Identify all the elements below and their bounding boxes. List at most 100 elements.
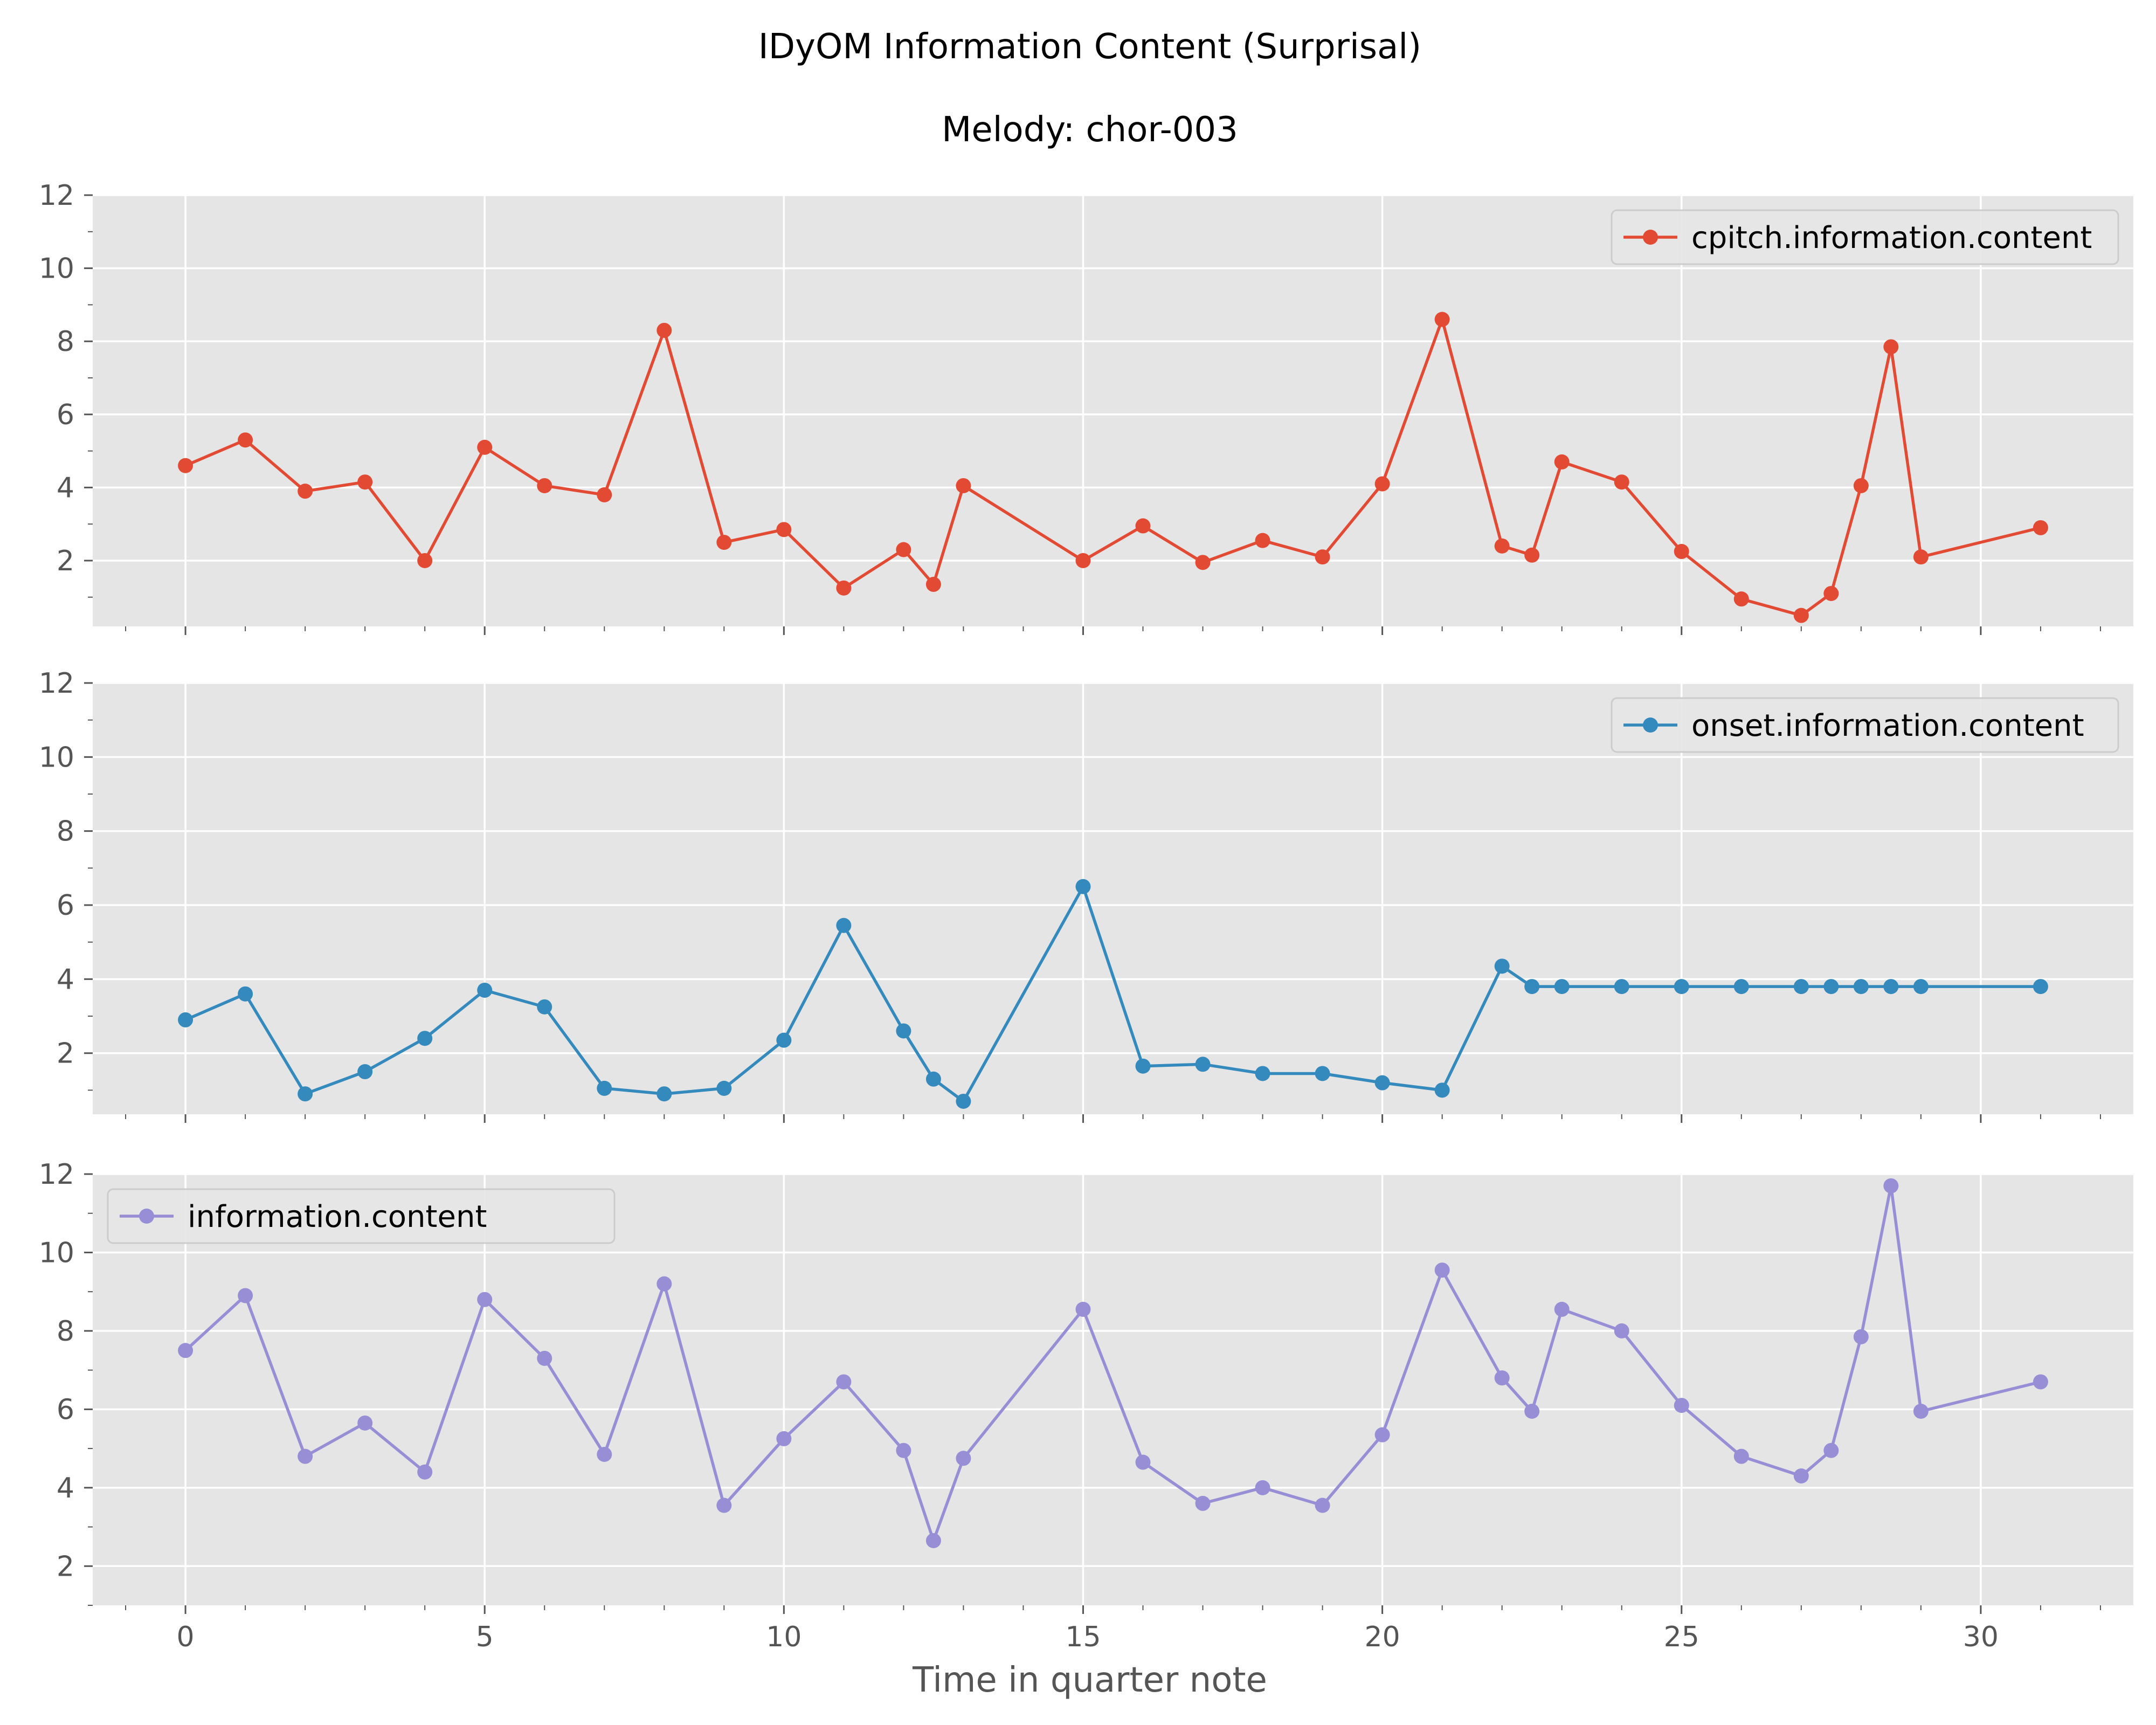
figure-suptitle: IDyOM Information Content (Surprisal): [758, 27, 1421, 67]
data-point: [178, 1012, 194, 1027]
y-tick-label: 4: [57, 472, 74, 504]
data-point: [1075, 1301, 1091, 1317]
data-point: [1883, 979, 1899, 995]
data-point: [1315, 1498, 1330, 1513]
data-point: [776, 1431, 792, 1446]
data-point: [1793, 1468, 1809, 1484]
data-point: [1374, 476, 1390, 492]
data-point: [597, 1447, 612, 1462]
y-tick-label: 4: [57, 1472, 74, 1505]
data-point: [417, 1464, 433, 1480]
y-tick-label: 8: [57, 816, 74, 848]
data-point: [1524, 1404, 1540, 1419]
data-point: [1255, 1066, 1270, 1081]
data-point: [537, 478, 552, 493]
x-tick-label: 25: [1664, 1621, 1699, 1653]
data-point: [1554, 1301, 1570, 1317]
data-point: [1883, 1178, 1899, 1193]
data-point: [956, 1093, 971, 1109]
data-point: [597, 1080, 612, 1096]
data-point: [896, 1443, 911, 1458]
data-point: [1913, 979, 1929, 995]
data-point: [1374, 1427, 1390, 1443]
data-point: [238, 986, 253, 1002]
data-point: [238, 432, 253, 448]
legend-marker: [1643, 717, 1658, 733]
legend-marker: [139, 1209, 154, 1224]
data-point: [1853, 979, 1869, 995]
data-point: [1614, 474, 1629, 490]
legend-marker: [1643, 230, 1658, 245]
data-point: [477, 982, 493, 998]
data-point: [1494, 1370, 1510, 1386]
data-point: [1733, 591, 1749, 607]
data-point: [925, 1071, 941, 1087]
data-point: [836, 580, 852, 596]
data-point: [1135, 1454, 1151, 1470]
data-point: [1883, 339, 1899, 355]
data-point: [1674, 979, 1689, 995]
data-point: [1823, 585, 1839, 601]
y-tick-label: 2: [57, 1550, 74, 1583]
data-point: [1315, 1066, 1330, 1081]
y-tick-label: 12: [39, 180, 74, 212]
data-point: [1434, 312, 1450, 327]
data-point: [298, 1086, 313, 1102]
data-point: [1195, 1057, 1211, 1072]
series-line: [185, 885, 2041, 1103]
panel-cpitch: 2 4 6 8 10 12 cpitch.information.content: [39, 180, 2133, 635]
data-point: [1524, 979, 1540, 995]
data-point: [657, 1086, 672, 1102]
data-point: [716, 535, 732, 550]
x-tick-label: 0: [177, 1621, 195, 1653]
panel-information-content: 2 4 6 8 10 12 0 5 10 15 20 25 30 information.content: [39, 1158, 2133, 1653]
data-point: [956, 1451, 971, 1466]
data-point: [896, 1023, 911, 1039]
legend-box: [107, 1188, 616, 1244]
data-point: [1554, 979, 1570, 995]
data-point: [836, 1374, 852, 1390]
data-point: [1853, 478, 1869, 493]
data-point: [896, 542, 911, 557]
data-point: [1853, 1329, 1869, 1344]
x-tick-label: 15: [1065, 1621, 1101, 1653]
series-line: [185, 318, 2041, 617]
legend-box: [1611, 697, 2119, 753]
data-point: [1135, 1058, 1151, 1074]
data-point: [1434, 1082, 1450, 1098]
data-point: [417, 553, 433, 568]
data-point: [1913, 549, 1929, 565]
data-point: [776, 1032, 792, 1048]
y-tick-label: 4: [57, 963, 74, 996]
y-tick-label: 6: [57, 889, 74, 922]
data-point: [417, 1031, 433, 1046]
legend-label: cpitch.information.content: [1691, 220, 2092, 256]
y-tick-label: 2: [57, 1038, 74, 1070]
data-point: [1255, 1480, 1270, 1495]
y-tick-label: 12: [39, 1158, 74, 1191]
data-point: [1823, 979, 1839, 995]
data-point: [836, 917, 852, 933]
y-tick-label: 8: [57, 1315, 74, 1348]
data-point: [1823, 1443, 1839, 1458]
x-axis-label: Time in quarter note: [912, 1660, 1267, 1700]
data-point: [1075, 879, 1091, 894]
data-point: [776, 522, 792, 537]
data-point: [357, 1064, 373, 1080]
data-point: [1793, 979, 1809, 995]
data-point: [1255, 533, 1270, 548]
data-point: [537, 999, 552, 1015]
data-point: [238, 1288, 253, 1303]
data-point: [657, 1276, 672, 1292]
legend-label: onset.information.content: [1691, 708, 2084, 743]
data-point: [925, 577, 941, 592]
data-point: [178, 458, 194, 473]
data-point: [1733, 1448, 1749, 1464]
x-tick-label: 10: [766, 1621, 801, 1653]
axes-background: [93, 195, 2133, 626]
data-point: [298, 1448, 313, 1464]
data-point: [1524, 547, 1540, 563]
data-point: [1733, 979, 1749, 995]
data-point: [357, 1415, 373, 1431]
